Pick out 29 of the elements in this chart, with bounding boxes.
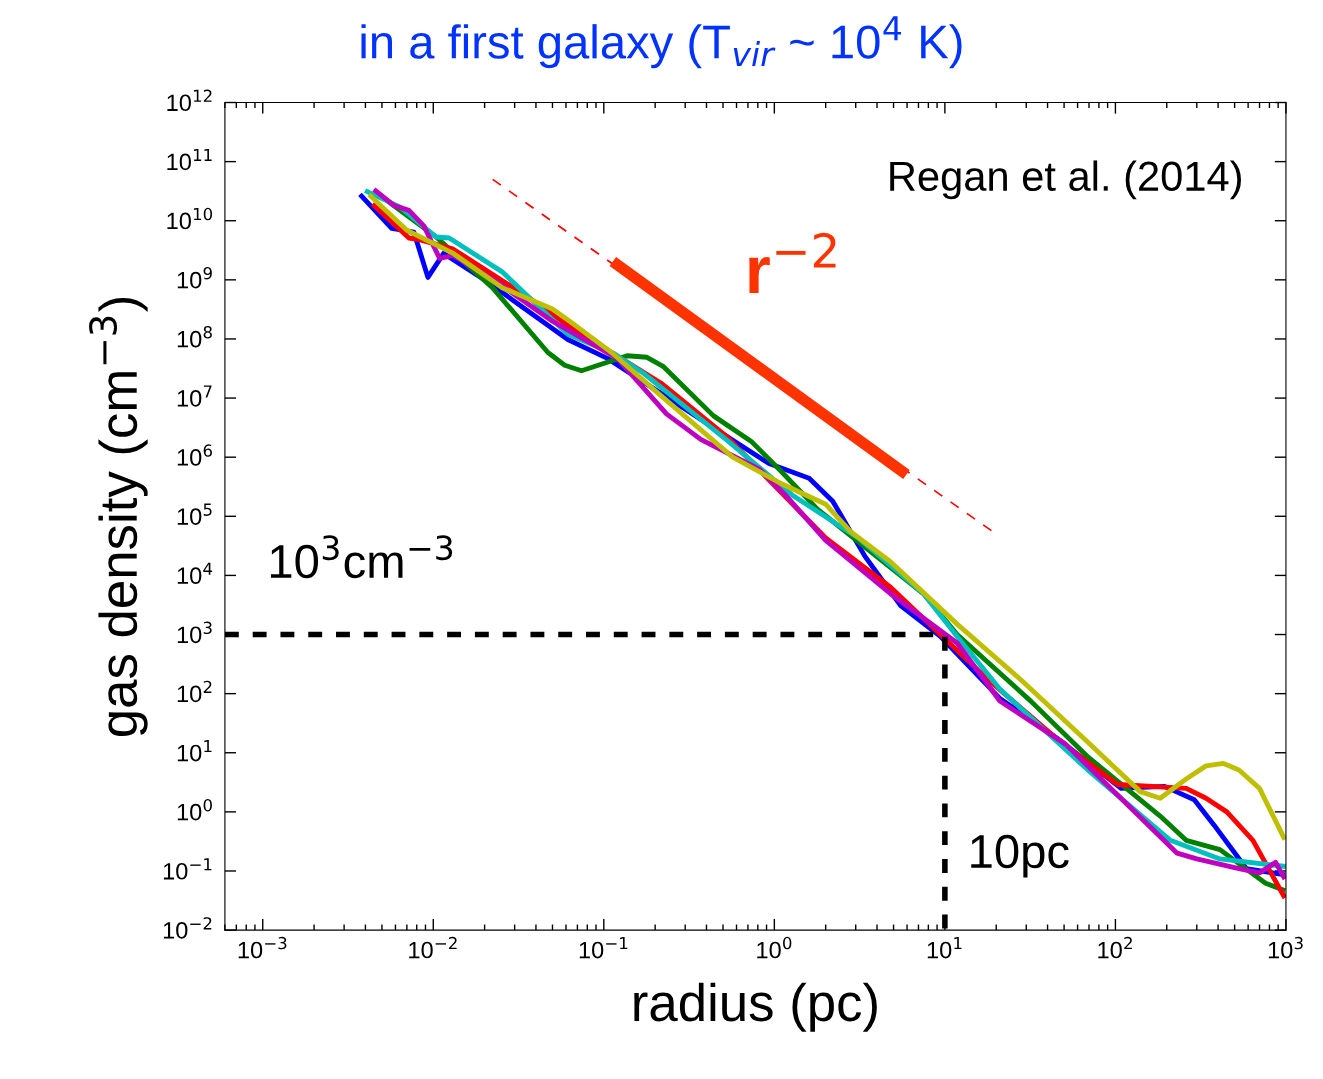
annotation: r$^{−2}$ <box>749 232 836 294</box>
x-tick-label: 10$^{1}$ <box>927 937 962 959</box>
y-tick-label: 10$^{3}$ <box>177 621 212 644</box>
x-tick-label: 10$^{−3}$ <box>238 936 287 959</box>
y-tick-label: 10$^{11}$ <box>167 148 212 171</box>
x-tick-label: 10$^{−1}$ <box>579 937 628 959</box>
annotation: 10$^{3}$cm$^{−3}$ <box>270 535 453 579</box>
x-tick-label: 10$^{2}$ <box>1098 936 1132 959</box>
chart-title: in a first galaxy (T$_{vir}$ ~ 10$^{4}$ K) <box>361 16 962 69</box>
y-tick-label: 10$^{5}$ <box>177 503 212 525</box>
y-tick-label: 10$^{−2}$ <box>163 917 212 939</box>
x-tick-label: 10$^{−2}$ <box>409 936 457 959</box>
x-tick-label: 10$^{3}$ <box>1268 936 1303 959</box>
y-tick-label: 10$^{2}$ <box>177 680 212 703</box>
y-tick-label: 10$^{12}$ <box>167 89 212 112</box>
y-tick-label: 10$^{7}$ <box>177 385 212 407</box>
y-tick-label: 10$^{8}$ <box>177 326 212 348</box>
y-tick-label: 10$^{4}$ <box>177 562 213 585</box>
y-tick-label: 10$^{10}$ <box>167 207 213 230</box>
y-tick-label: 10$^{1}$ <box>177 740 212 762</box>
annotation: 10pc <box>971 834 1069 878</box>
x-axis-title: radius (pc) <box>634 982 877 1032</box>
x-tick-label: 10$^{0}$ <box>757 936 792 959</box>
y-tick-label: 10$^{6}$ <box>177 444 212 466</box>
y-tick-label: 10$^{0}$ <box>177 798 212 821</box>
y-tick-label: 10$^{9}$ <box>177 266 212 289</box>
y-axis-title: gas density (cm$^{−3}$) <box>89 297 148 737</box>
y-tick-label: 10$^{−1}$ <box>163 858 212 880</box>
annotation: Regan et al. (2014) <box>890 160 1241 200</box>
